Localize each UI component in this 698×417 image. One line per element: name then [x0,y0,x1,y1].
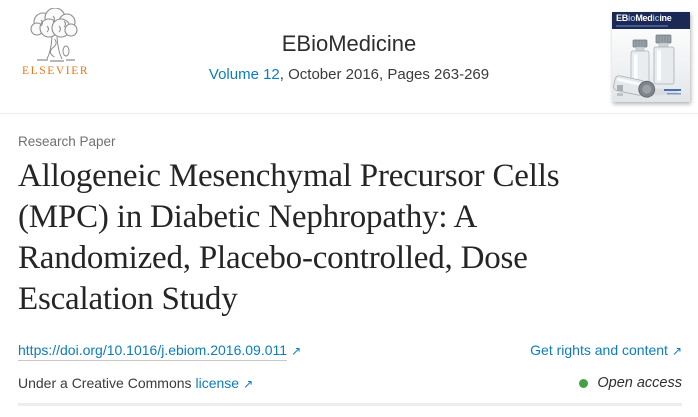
cover-journal-title: EBioMedicine [616,14,690,23]
cover-title-part: Med [635,13,653,23]
article-title-line: Escalation Study [18,281,238,317]
issue-line: Volume 12, October 2016, Pages 263-269 [0,66,698,83]
journal-info: EBioMedicine Volume 12, October 2016, Pa… [0,31,698,83]
cover-tagline-bar [616,25,668,27]
external-link-icon: ↗ [243,377,254,391]
cover-title-part: ic [652,13,660,23]
open-access-dot-icon [579,378,589,388]
cover-masthead: EBioMedicine [612,12,690,29]
article-title-line: (MPC) in Diabetic Nephropathy: A [18,199,478,235]
license-link[interactable]: license [195,375,240,391]
open-access-indicator: Open access [579,375,682,391]
issue-suffix: , October 2016, Pages 263-269 [279,66,490,83]
vials-illustration [613,34,681,98]
doi-link[interactable]: https://doi.org/10.1016/j.ebiom.2016.09.… [18,342,288,361]
open-access-label: Open access [597,375,682,391]
journal-banner: ELSEVIER EBioMedicine Volume 12, October… [0,0,698,114]
journal-title-link[interactable]: EBioMedicine [281,31,417,56]
article-title-line: Allogeneic Mesenchymal Precursor Cells [18,158,560,194]
elsevier-wordmark: ELSEVIER [22,65,90,77]
elsevier-tree-icon [22,8,86,64]
article-head: Research Paper Allogeneic Mesenchymal Pr… [0,134,698,406]
external-link-icon: ↗ [671,344,682,358]
external-link-icon: ↗ [291,344,302,358]
get-rights-link[interactable]: Get rights and content [530,342,668,358]
article-title: Allogeneic Mesenchymal Precursor Cells (… [18,156,682,320]
journal-cover-thumbnail[interactable]: EBioMedicine [612,12,690,102]
cover-title-part: EB [616,13,628,23]
bottom-divider [18,403,682,406]
doi-rights-row: https://doi.org/10.1016/j.ebiom.2016.09.… [18,342,682,361]
header-divider [0,113,698,114]
license-prefix-text: Under a Creative Commons [18,375,192,391]
license-row: Under a Creative Commons license ↗ Open ac… [18,375,682,391]
cover-artwork [612,29,690,102]
article-title-line: Randomized, Placebo-controlled, Dose [18,240,528,276]
cover-title-part: ine [659,13,672,23]
volume-link[interactable]: Volume 12 [208,66,280,83]
article-category: Research Paper [18,134,116,149]
elsevier-logo-link[interactable]: ELSEVIER [22,8,90,77]
cover-title-part: io [627,13,636,23]
